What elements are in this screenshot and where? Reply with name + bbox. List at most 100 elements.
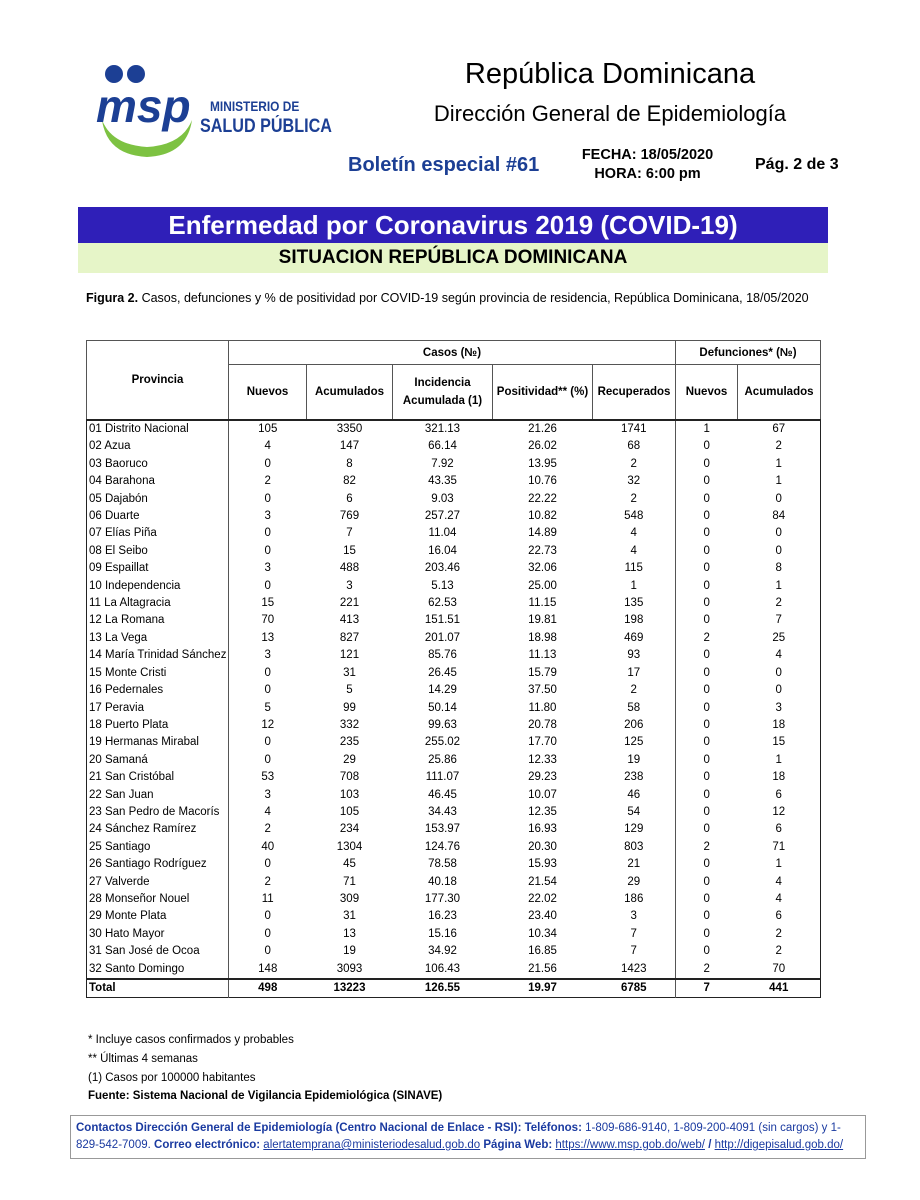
cell: 21.26 (492, 418, 593, 439)
web-link[interactable]: http://digepisalud.gob.do/ (714, 1139, 844, 1151)
province: 20 Samaná (86, 751, 229, 770)
cell: 0 (703, 457, 710, 470)
cell: 5 (346, 684, 353, 697)
cell: 0 (775, 684, 782, 697)
cell: 14.29 (428, 684, 457, 697)
table-row: 09 Espaillat 3 488 203.46 32.06 115 0 8 (86, 560, 821, 578)
table-row: 03 Baoruco 0 8 7.92 13.95 2 0 1 (86, 455, 821, 474)
cell: 4 (775, 875, 782, 888)
cell: 0 (703, 945, 710, 958)
province: 26 Santiago Rodríguez (86, 856, 229, 874)
cell: 71 (772, 840, 786, 853)
province: 28 Monseñor Nouel (86, 890, 229, 909)
contact-lead: Contactos Dirección General de Epidemiol… (76, 1122, 522, 1134)
total-cell: 7 (675, 978, 738, 998)
cell: 0 (775, 544, 782, 557)
cell: 23.40 (528, 910, 557, 923)
cell: 111.07 (425, 771, 460, 784)
cell: 0 (775, 666, 782, 679)
table-row: 05 Dajabón 0 6 9.03 22.22 2 0 0 (86, 490, 821, 509)
cell: 3 (346, 579, 353, 592)
cell: 3 (592, 908, 676, 926)
note: * Incluye casos confirmados y probables (88, 1034, 294, 1046)
cell: 238 (592, 769, 676, 787)
source: Fuente: Sistema Nacional de Vigilancia E… (88, 1090, 443, 1103)
cell: 19.81 (528, 614, 557, 627)
logo-line: SALUD PÚBLICA (200, 116, 332, 137)
note: ** Últimas 4 semanas (88, 1052, 198, 1065)
cell: 115 (592, 560, 676, 578)
table-row: 11 La Altagracia 15 221 62.53 11.15 135 0 2 (86, 595, 821, 613)
cell: 0 (703, 666, 710, 679)
table-row: 28 Monseñor Nouel 11 309 177.30 22.02 186 0 4 (86, 890, 821, 909)
table-row: 15 Monte Cristi 0 31 26.45 15.79 17 0 0 (86, 664, 821, 683)
banner: Enfermedad por Coronavirus 2019 (COVID-1… (78, 207, 828, 243)
cell: 2 (775, 945, 782, 958)
cell: 32 (592, 473, 676, 491)
cell: 12 (261, 718, 275, 731)
cell: 4 (264, 440, 271, 453)
cell: 22.73 (528, 544, 557, 557)
table-head: Provincia Casos (№) Defunciones* (№) Nuevos… (86, 340, 822, 421)
cell: 0 (703, 701, 710, 714)
column-header: Incidencia Acumulada (1) (392, 364, 493, 421)
table-row: 23 San Pedro de Macorís 4 105 34.43 12.35 54 0… (86, 803, 821, 822)
cell: 11.80 (528, 701, 557, 714)
cell: 0 (703, 649, 710, 662)
cell: 7 (346, 527, 353, 540)
logo-mark: msp (96, 80, 191, 132)
table-row: 29 Monte Plata 0 31 16.23 23.40 3 0 6 (86, 908, 821, 926)
table-row: 32 Santo Domingo 148 3093 106.43 21.56 1423 2 7… (86, 960, 821, 979)
cell: 0 (264, 684, 271, 697)
cell: 18 (772, 718, 786, 731)
cell: 7 (775, 614, 782, 627)
cell: 40.18 (428, 875, 457, 888)
cell: 93 (592, 647, 676, 665)
contact-phones: 1-809-686-9140, 1-809-200-4091 (sin carg… (76, 1122, 841, 1151)
cell: 0 (703, 440, 710, 453)
web-link[interactable]: https://www.msp.gob.do/web/ (555, 1139, 705, 1151)
cell: 125 (592, 734, 676, 752)
cell: 26.02 (528, 440, 557, 453)
cell: 82 (343, 475, 356, 488)
cell: 255.02 (424, 736, 461, 749)
cell: 54 (592, 803, 676, 822)
cell: 19 (592, 751, 676, 770)
column-header: Recuperados (592, 364, 676, 421)
cell: 121 (339, 649, 360, 662)
email-link[interactable]: alertatemprana@ministeriodesalud.gob.do (263, 1139, 481, 1151)
cell: 177.30 (424, 892, 461, 905)
cell: 85.76 (428, 649, 457, 662)
cell: 0 (264, 945, 271, 958)
cell: 0 (703, 736, 710, 749)
province: 06 Duarte (86, 508, 229, 526)
table-row: 30 Hato Mayor 0 13 15.16 10.34 7 0 2 (86, 925, 821, 944)
contact-label: Correo electrónico: (154, 1139, 261, 1151)
total-cell: 13223 (306, 978, 393, 998)
cell: 3 (264, 788, 271, 801)
cell: 0 (703, 927, 710, 940)
table-row: 08 El Seibo 0 15 16.04 22.73 4 0 0 (86, 542, 821, 561)
table-row: 18 Puerto Plata 12 332 99.63 20.78 206 0 18 (86, 716, 821, 735)
cell: 0 (703, 579, 710, 592)
cell: 71 (343, 875, 356, 888)
cell: 234 (339, 823, 360, 836)
cell: 488 (339, 562, 360, 575)
cell: 0 (264, 927, 271, 940)
cell: 7 (592, 943, 676, 961)
cell: 1 (775, 457, 782, 470)
cell: 3 (264, 510, 271, 523)
cell: 18 (772, 771, 786, 784)
province: 27 Valverde (86, 873, 229, 891)
province: 02 Azua (86, 438, 229, 456)
table: Provincia Casos (№) Defunciones* (№) Nuevos… (86, 340, 822, 999)
cell: 45 (343, 858, 356, 871)
cell: 15 (343, 544, 356, 557)
table-row: 26 Santiago Rodríguez 0 45 78.58 15.93 21 0 1 (86, 856, 821, 874)
contact-label: Teléfonos: (524, 1122, 582, 1134)
cell: 0 (703, 910, 710, 923)
cell: 15.79 (528, 666, 557, 679)
cell: 2 (775, 440, 782, 453)
header-row: Provincia Casos (№) Defunciones* (№) (86, 340, 822, 421)
cell: 129 (592, 821, 676, 839)
